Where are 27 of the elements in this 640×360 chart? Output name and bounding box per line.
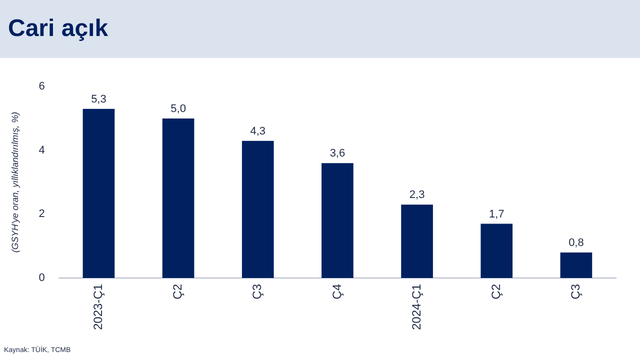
y-tick-label: 2	[38, 208, 45, 220]
y-tick-label: 6	[38, 80, 45, 93]
x-tick-label: Ç2	[488, 284, 503, 300]
data-label: 0,8	[568, 236, 584, 249]
y-axis-title: (GSYH'ye oran, yıllıklandırılmış, %)	[10, 112, 20, 253]
bar	[480, 224, 513, 278]
data-label: 5,3	[91, 93, 106, 106]
x-tick-label: 2024-Ç1	[409, 284, 424, 330]
data-label: 3,6	[330, 148, 346, 160]
x-tick-label: Ç4	[330, 284, 344, 300]
bar	[242, 140, 274, 278]
data-label: 5,0	[170, 103, 186, 116]
bar	[82, 108, 115, 278]
y-tick-label: 4	[38, 144, 45, 156]
bar	[322, 163, 354, 278]
x-tick-label: Ç2	[170, 284, 185, 300]
y-tick-label: 0	[38, 272, 45, 284]
chart-title: Cari açık	[8, 15, 108, 43]
bar	[560, 252, 592, 278]
bar	[401, 204, 433, 278]
x-tick-label: Ç3	[250, 284, 264, 300]
data-label: 2,3	[409, 189, 425, 202]
bar	[162, 118, 194, 278]
data-label: 4,3	[250, 125, 266, 138]
data-label: 1,7	[488, 208, 504, 220]
x-tick-label: 2023-Ç1	[91, 284, 106, 330]
x-tick-label: Ç3	[568, 284, 583, 300]
